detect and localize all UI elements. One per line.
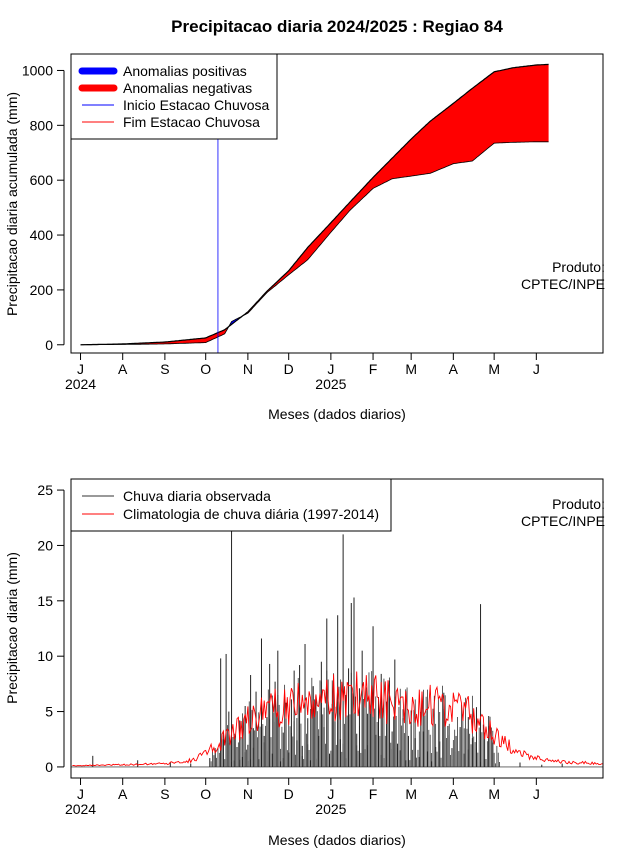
x-tick-label: A: [118, 361, 128, 377]
y-axis: 0 5 10 15 20 25: [37, 482, 65, 775]
legend-label-climatology: Climatologia de chuva diária (1997-2014): [123, 506, 379, 522]
y-tick-label: 800: [30, 117, 54, 133]
x-tick-label: J: [533, 786, 540, 802]
x-year-label: 2024: [65, 376, 96, 392]
plot-frame: [70, 53, 604, 354]
legend-box: [70, 478, 392, 532]
y-tick-label: 1000: [22, 62, 53, 78]
y-tick-label: 5: [45, 704, 53, 720]
x-tick-label: D: [284, 361, 294, 377]
legend: Anomalias positivas Anomalias negativas …: [70, 53, 278, 140]
y-axis-label: Precipitacao diaria (mm): [4, 552, 20, 704]
x-tick-label: A: [118, 786, 128, 802]
x-year-label: 2024: [65, 801, 96, 817]
negative-anomaly-area: [243, 64, 549, 316]
product-annotation: Produto: CPTEC/INPE: [521, 259, 605, 292]
climatology-daily-line: [72, 671, 603, 767]
x-tick-label: J: [77, 361, 84, 377]
accumulated-plot-area: [80, 54, 549, 353]
x-tick-label: S: [160, 786, 169, 802]
x-tick-label: J: [533, 361, 540, 377]
legend-label-negative: Anomalias negativas: [123, 80, 252, 96]
legend-label-observed: Chuva diaria observada: [123, 488, 271, 504]
y-tick-label: 15: [37, 593, 53, 609]
chart-title: Precipitacao diaria 2024/2025 : Regiao 8…: [171, 17, 503, 36]
annotation-line-1: Produto:: [552, 259, 605, 275]
x-axis-label: Meses (dados diarios): [268, 406, 406, 422]
x-tick-label: M: [488, 786, 500, 802]
y-tick-label: 25: [37, 482, 53, 498]
legend-label-season-start: Inicio Estacao Chuvosa: [123, 97, 270, 113]
y-tick-label: 0: [45, 759, 53, 775]
x-tick-label: J: [327, 361, 334, 377]
negative-anomaly-area: [80, 326, 229, 345]
accumulated-chart: Precipitacao diaria 2024/2025 : Regiao 8…: [4, 17, 605, 422]
x-year-label: 2025: [315, 801, 346, 817]
y-tick-label: 400: [30, 227, 54, 243]
climatology-accumulated-line: [80, 63, 549, 346]
x-tick-label: A: [449, 786, 459, 802]
x-tick-label: J: [327, 786, 334, 802]
daily-plot-area: [71, 528, 603, 768]
x-tick-label: M: [405, 361, 417, 377]
annotation-line-2: CPTEC/INPE: [521, 276, 605, 292]
x-tick-label: M: [405, 786, 417, 802]
y-tick-label: 0: [45, 337, 53, 353]
y-tick-label: 600: [30, 172, 54, 188]
x-tick-label: F: [369, 786, 378, 802]
legend-label-positive: Anomalias positivas: [123, 63, 247, 79]
y-axis-label: Precipitacao diaria acumulada (mm): [4, 92, 20, 316]
y-axis: 0 200 400 600 800 1000: [22, 62, 65, 353]
observed-accumulated-line: [80, 141, 549, 346]
x-year-label: 2025: [315, 376, 346, 392]
x-tick-label: J: [77, 786, 84, 802]
x-tick-label: M: [488, 361, 500, 377]
y-tick-label: 20: [37, 537, 53, 553]
annotation-line-1: Produto:: [552, 496, 605, 512]
x-tick-label: O: [200, 786, 211, 802]
legend: Chuva diaria observada Climatologia de c…: [70, 478, 392, 532]
x-tick-label: N: [243, 786, 253, 802]
annotation-line-2: CPTEC/INPE: [521, 513, 605, 529]
x-tick-label: S: [160, 361, 169, 377]
x-axis-label: Meses (dados diarios): [268, 832, 406, 848]
x-tick-label: N: [243, 361, 253, 377]
y-tick-label: 200: [30, 282, 54, 298]
legend-label-season-end: Fim Estacao Chuvosa: [123, 114, 260, 130]
product-annotation: Produto: CPTEC/INPE: [521, 496, 605, 529]
x-tick-label: D: [284, 786, 294, 802]
y-tick-label: 10: [37, 648, 53, 664]
x-tick-label: O: [200, 361, 211, 377]
x-tick-label: F: [369, 361, 378, 377]
x-tick-label: A: [449, 361, 459, 377]
